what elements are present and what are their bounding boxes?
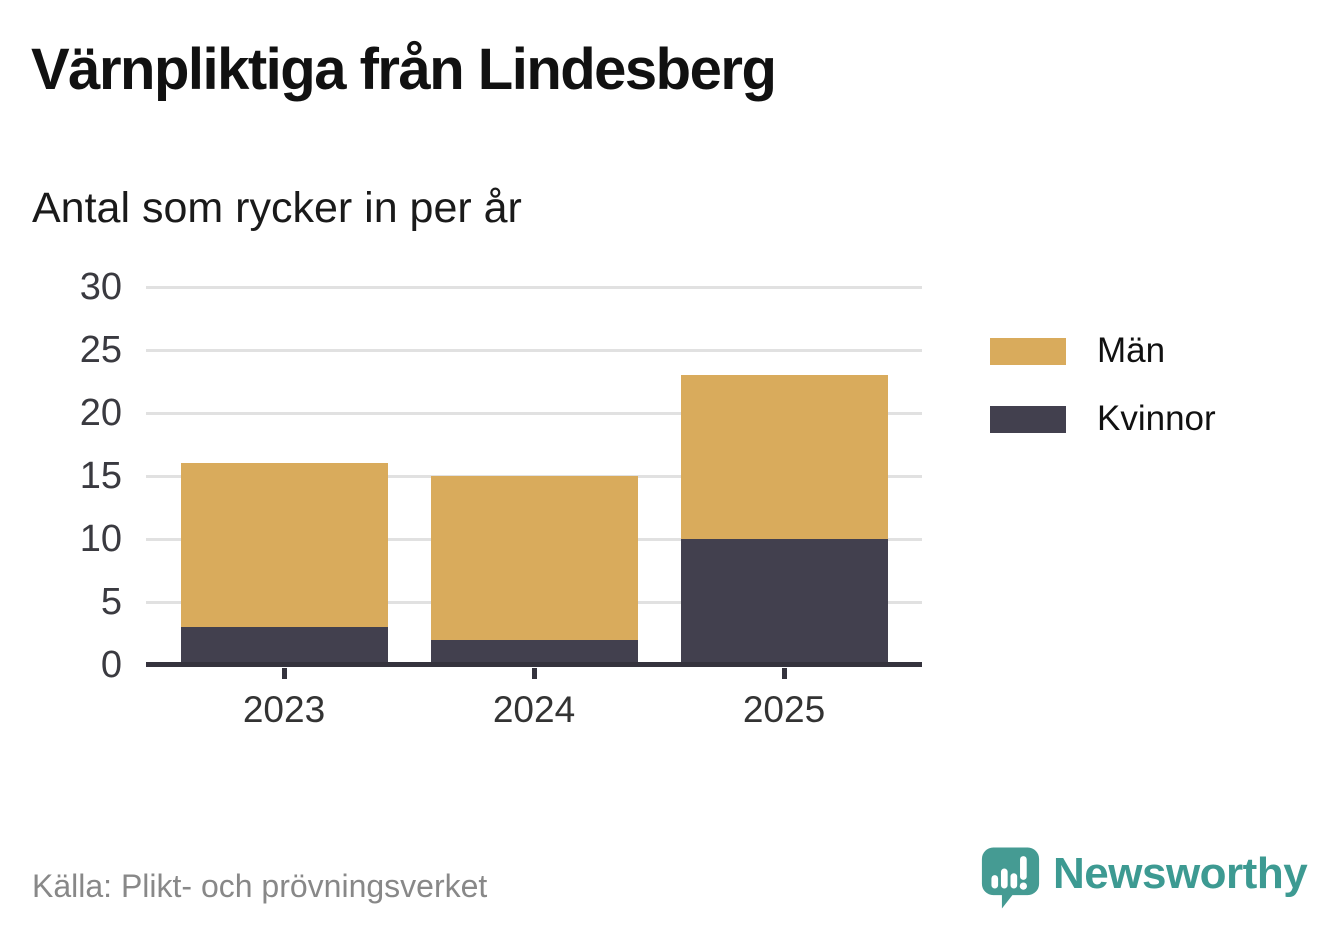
bar-män-2024 (430, 476, 638, 640)
x-axis-line (146, 662, 922, 667)
legend-swatch (990, 405, 1066, 433)
brand-name: Newsworthy (1053, 849, 1308, 898)
x-axis-tick (531, 668, 537, 679)
x-axis-tick (781, 668, 787, 679)
y-axis-tick-label: 5 (100, 581, 122, 623)
bar-kvinnor-2024 (430, 639, 638, 665)
y-axis-tick-label: 10 (79, 518, 122, 560)
chart-title: Värnpliktiga från Lindesberg (31, 37, 777, 102)
bar-män-2023 (180, 463, 388, 628)
bar-kvinnor-2023 (180, 627, 388, 665)
brand-logo: Newsworthy (980, 845, 1308, 911)
y-axis-tick-label: 30 (79, 266, 122, 308)
chart-subtitle: Antal som rycker in per år (32, 184, 522, 232)
plot-area: 2023 2024 2025 (146, 285, 922, 730)
y-axis-tick-label: 0 (100, 644, 122, 686)
bar-män-2025 (680, 375, 888, 539)
speech-bubble-bar-chart-icon (981, 847, 1040, 909)
gridline (146, 348, 922, 352)
gridline (146, 411, 922, 415)
x-axis-label: 2025 (742, 689, 826, 730)
legend-item: Kvinnor (990, 399, 1216, 439)
y-axis-tick-label: 15 (79, 455, 122, 497)
x-axis-tick (281, 668, 287, 679)
source-note: Källa: Plikt- och prövningsverket (32, 868, 488, 904)
y-axis-tick-label: 20 (79, 392, 122, 434)
x-axis-label: 2024 (492, 689, 576, 730)
legend-label: Kvinnor (1097, 399, 1216, 438)
x-axis-label: 2023 (242, 689, 326, 730)
gridline (146, 474, 922, 478)
legend-swatch (990, 337, 1066, 365)
legend-label: Män (1097, 331, 1166, 370)
y-axis-tick-label: 25 (79, 329, 122, 371)
legend: Män Kvinnor (990, 331, 1216, 439)
gridline (146, 285, 922, 289)
legend-item: Män (990, 331, 1216, 371)
bar-kvinnor-2025 (680, 539, 888, 665)
y-axis-labels: 0 5 10 15 20 25 30 (0, 268, 122, 684)
